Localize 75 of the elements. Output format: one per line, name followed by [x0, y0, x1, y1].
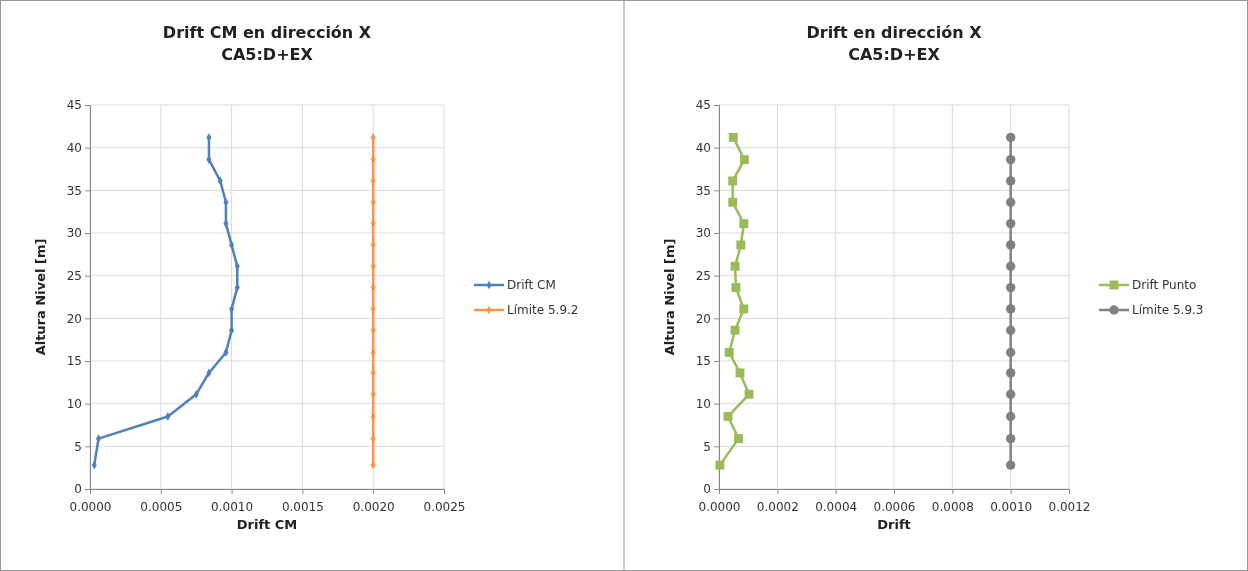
x-axis-title: Drift CM	[236, 517, 298, 532]
y-tick-label: 0	[703, 482, 711, 497]
x-tick-label: 0.0008	[931, 500, 974, 515]
y-tick-label: 25	[66, 269, 82, 284]
point	[736, 240, 746, 250]
x-axis-title: Drift	[877, 517, 911, 532]
x-tick-label: 0.0000	[698, 500, 741, 515]
y-tick-label: 35	[66, 183, 82, 198]
x-tick-label: 0.0020	[352, 500, 395, 515]
point	[1005, 261, 1016, 271]
point	[715, 460, 725, 470]
y-tick-label: 35	[695, 183, 711, 198]
y-tick-label: 5	[703, 439, 711, 454]
y-tick-label: 15	[66, 354, 82, 369]
chart-title: Drift en dirección X CA5:D+EX	[806, 23, 983, 64]
x-tick-label: 0.0015	[281, 500, 324, 515]
y-tick-label: 10	[695, 397, 711, 412]
point	[1005, 240, 1016, 250]
y-axis-title: Altura Nivel [m]	[662, 238, 677, 356]
point	[739, 155, 749, 165]
y-tick-label: 45	[695, 98, 711, 113]
y-tick-label: 40	[695, 141, 711, 156]
y-tick-label: 30	[695, 226, 711, 241]
point	[730, 325, 740, 335]
point	[734, 434, 744, 444]
y-tick-label: 30	[66, 226, 82, 241]
point	[739, 304, 749, 314]
point	[744, 389, 754, 399]
point	[1005, 176, 1016, 186]
point	[724, 347, 734, 357]
y-tick-label: 0	[74, 482, 82, 497]
y-tick-label: 20	[695, 311, 711, 326]
point	[1005, 368, 1016, 378]
point	[739, 219, 749, 229]
legend-label: Drift CM	[507, 278, 556, 292]
y-tick-label: 20	[66, 311, 82, 326]
point	[728, 176, 738, 186]
chart-title: Drift CM en dirección X CA5:D+EX	[162, 23, 372, 64]
x-tick-label: 0.0010	[990, 500, 1033, 515]
y-tick-label: 40	[66, 141, 82, 156]
point	[1005, 411, 1016, 422]
y-tick-label: 25	[695, 269, 711, 284]
x-tick-label: 0.0012	[1048, 500, 1091, 515]
legend-label: Límite 5.9.3	[1132, 303, 1204, 317]
point	[723, 411, 733, 421]
point	[1005, 218, 1016, 229]
point	[1005, 304, 1016, 314]
x-tick-label: 0.0004	[815, 500, 858, 515]
point	[1005, 132, 1016, 143]
y-tick-label: 5	[74, 439, 82, 454]
point	[735, 368, 745, 378]
x-tick-label: 0.0002	[756, 500, 799, 515]
point	[1005, 347, 1016, 358]
point	[1005, 433, 1016, 444]
legend-label: Drift Punto	[1132, 278, 1197, 292]
x-tick-label: 0.0000	[69, 500, 112, 515]
y-tick-label: 15	[695, 354, 711, 369]
point	[1005, 197, 1016, 207]
x-tick-label: 0.0005	[140, 500, 183, 515]
y-axis-title: Altura Nivel [m]	[33, 238, 48, 356]
point	[1005, 325, 1016, 335]
x-tick-label: 0.0010	[211, 500, 254, 515]
point	[1005, 460, 1016, 470]
y-tick-label: 10	[66, 397, 82, 412]
y-tick-label: 45	[66, 98, 82, 113]
point	[728, 197, 738, 207]
x-tick-label: 0.0025	[423, 500, 466, 515]
point	[1005, 389, 1016, 399]
point	[1005, 154, 1016, 165]
x-tick-label: 0.0006	[873, 500, 916, 515]
point	[730, 261, 740, 271]
point	[728, 132, 738, 142]
legend-label: Límite 5.9.2	[507, 303, 579, 317]
point	[731, 283, 741, 293]
point	[1005, 282, 1016, 293]
